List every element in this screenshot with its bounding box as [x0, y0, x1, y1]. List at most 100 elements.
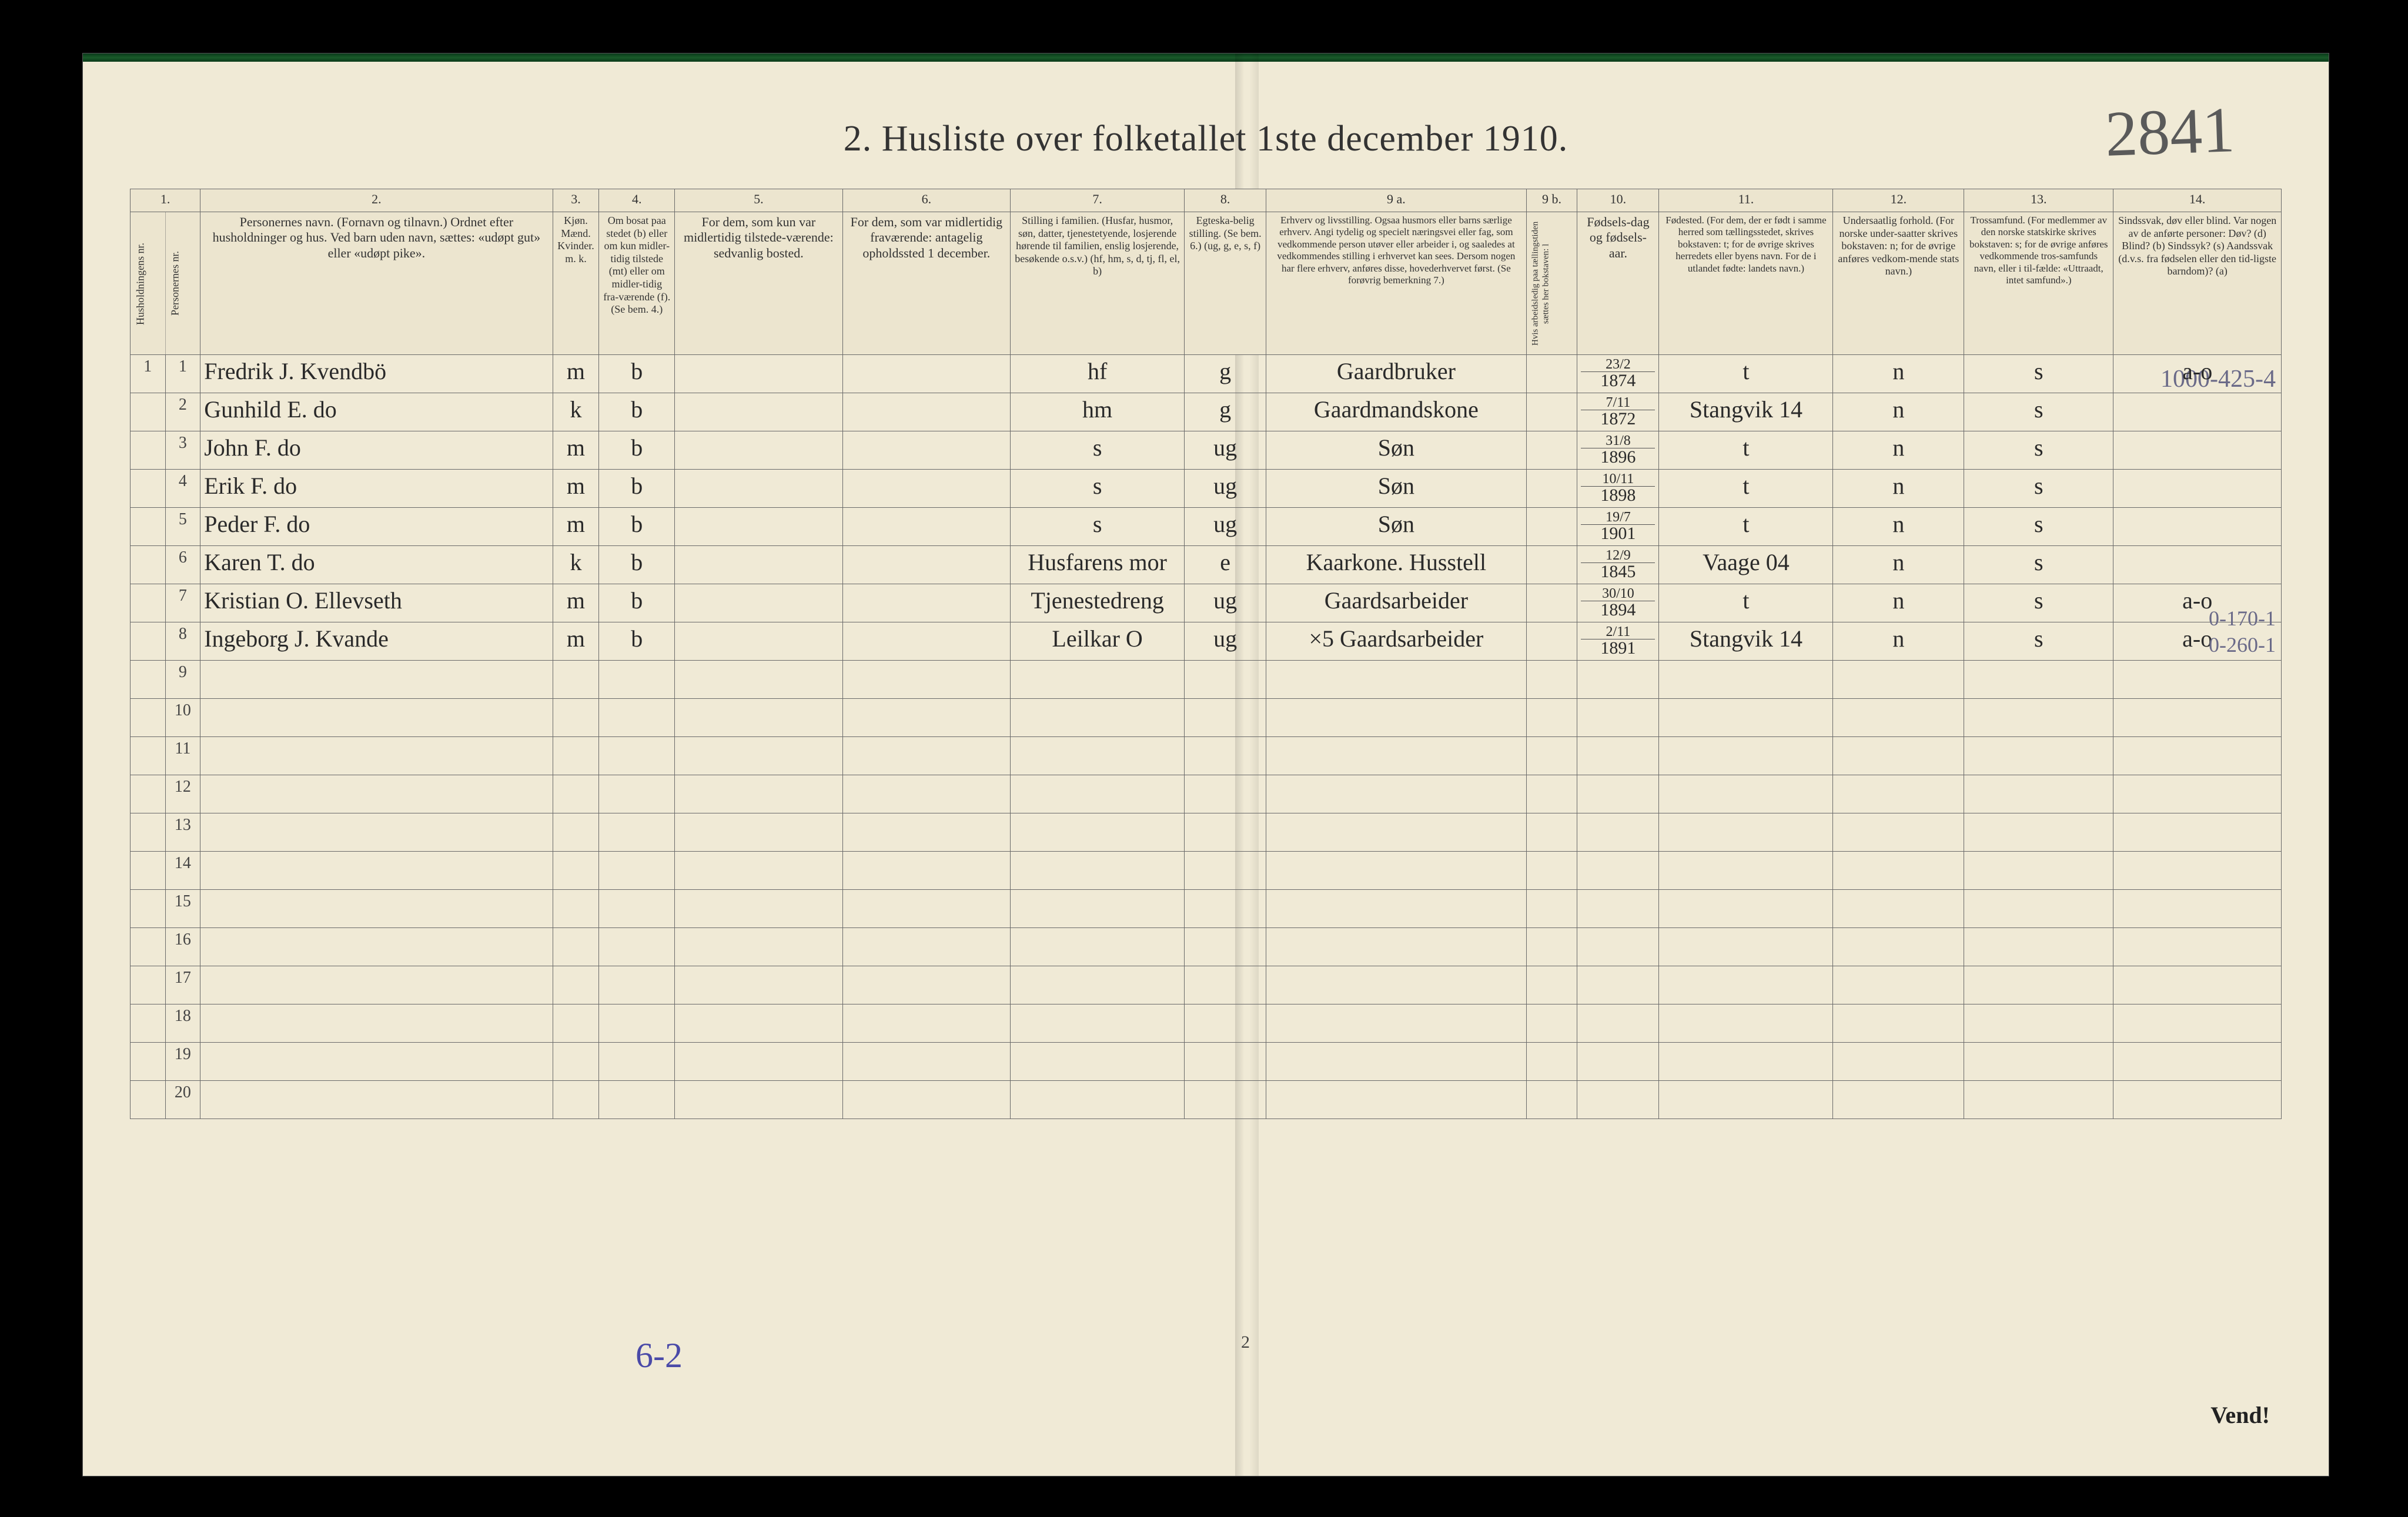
cell-sex: m	[553, 622, 599, 661]
cell-temp-present	[675, 431, 843, 470]
cell-empty	[1185, 890, 1266, 928]
colnum-9a: 9 a.	[1266, 189, 1526, 212]
table-row-empty: 20	[131, 1081, 2282, 1119]
table-row-empty: 19	[131, 1043, 2282, 1081]
cell-religion: s	[1964, 393, 2113, 431]
cell-empty	[1833, 1081, 1964, 1119]
cell-empty	[1266, 737, 1526, 775]
cell-person-no: 5	[165, 508, 200, 546]
cell-empty	[599, 890, 675, 928]
cell-empty	[1266, 813, 1526, 852]
cell-disability	[2113, 431, 2282, 470]
cell-religion: s	[1964, 470, 2113, 508]
cell-empty	[1964, 737, 2113, 775]
table-row-empty: 9	[131, 661, 2282, 699]
cell-empty	[1659, 1004, 1833, 1043]
cell-residence: b	[599, 431, 675, 470]
cell-person-no: 13	[165, 813, 200, 852]
cell-empty	[842, 966, 1011, 1004]
cell-empty	[1266, 661, 1526, 699]
cell-unemployed	[1526, 546, 1577, 584]
cell-empty	[1526, 699, 1577, 737]
hdr-name: Personernes navn. (Fornavn og tilnavn.) …	[200, 212, 553, 355]
cell-temp-absent	[842, 470, 1011, 508]
cell-religion: s	[1964, 584, 2113, 622]
cell-empty	[842, 775, 1011, 813]
cell-empty	[1526, 775, 1577, 813]
cell-empty	[1526, 1043, 1577, 1081]
cell-empty	[842, 928, 1011, 966]
cell-empty	[842, 852, 1011, 890]
cell-birthplace: Stangvik 14	[1659, 393, 1833, 431]
colnum-1: 1.	[131, 189, 200, 212]
colnum-7: 7.	[1011, 189, 1185, 212]
cell-occupation: Gaardbruker	[1266, 355, 1526, 393]
cell-household-no	[131, 966, 166, 1004]
cell-empty	[675, 775, 843, 813]
cell-empty	[675, 737, 843, 775]
cell-family-pos: Tjenestedreng	[1011, 584, 1185, 622]
cell-religion: s	[1964, 431, 2113, 470]
hdr-temp-absent: For dem, som var midlertidig fraværende:…	[842, 212, 1011, 355]
cell-temp-present	[675, 470, 843, 508]
cell-occupation: Søn	[1266, 470, 1526, 508]
cell-empty	[1659, 852, 1833, 890]
cell-empty	[200, 1081, 553, 1119]
cell-empty	[1659, 813, 1833, 852]
table-row-empty: 18	[131, 1004, 2282, 1043]
column-label-row: Husholdningens nr. Personernes nr. Perso…	[131, 212, 2282, 355]
cell-person-no: 12	[165, 775, 200, 813]
cell-empty	[1266, 890, 1526, 928]
cell-birthplace: Stangvik 14	[1659, 622, 1833, 661]
cell-empty	[1833, 852, 1964, 890]
cell-empty	[842, 661, 1011, 699]
cell-family-pos: hm	[1011, 393, 1185, 431]
cell-marital: ug	[1185, 584, 1266, 622]
cell-empty	[599, 1004, 675, 1043]
cell-religion: s	[1964, 508, 2113, 546]
cell-empty	[1266, 928, 1526, 966]
cell-empty	[1833, 737, 1964, 775]
cell-name: Kristian O. Ellevseth	[200, 584, 553, 622]
cell-disability	[2113, 470, 2282, 508]
cell-empty	[2113, 661, 2282, 699]
cell-empty	[1011, 737, 1185, 775]
cell-family-pos: Leilkar O	[1011, 622, 1185, 661]
cell-birthplace: t	[1659, 355, 1833, 393]
cell-empty	[1964, 1081, 2113, 1119]
cell-birthplace: t	[1659, 431, 1833, 470]
cell-empty	[675, 928, 843, 966]
cell-occupation: Søn	[1266, 508, 1526, 546]
cell-empty	[1659, 890, 1833, 928]
cell-empty	[553, 852, 599, 890]
cell-sex: m	[553, 355, 599, 393]
cell-empty	[200, 1004, 553, 1043]
cell-marital: e	[1185, 546, 1266, 584]
table-row-empty: 12	[131, 775, 2282, 813]
cell-empty	[675, 1081, 843, 1119]
cell-empty	[1833, 661, 1964, 699]
cell-residence: b	[599, 355, 675, 393]
handwritten-page-number: 2841	[2104, 92, 2236, 172]
cell-birthplace: t	[1659, 470, 1833, 508]
cell-empty	[842, 699, 1011, 737]
cell-unemployed	[1526, 470, 1577, 508]
pencil-side-1: 0-170-1	[2209, 606, 2276, 631]
cell-name: Erik F. do	[200, 470, 553, 508]
cell-empty	[1526, 890, 1577, 928]
cell-empty	[1833, 775, 1964, 813]
cell-empty	[1185, 661, 1266, 699]
cell-unemployed	[1526, 584, 1577, 622]
cell-empty	[1185, 737, 1266, 775]
cell-family-pos: s	[1011, 508, 1185, 546]
cell-empty	[1266, 775, 1526, 813]
cell-family-pos: s	[1011, 470, 1185, 508]
cell-birthdate: 31/81896	[1577, 431, 1659, 470]
cell-empty	[1011, 775, 1185, 813]
cell-empty	[675, 966, 843, 1004]
cell-person-no: 20	[165, 1081, 200, 1119]
cell-unemployed	[1526, 622, 1577, 661]
hdr-nationality: Undersaatlig forhold. (For norske under-…	[1833, 212, 1964, 355]
cell-temp-present	[675, 622, 843, 661]
cell-empty	[1659, 737, 1833, 775]
